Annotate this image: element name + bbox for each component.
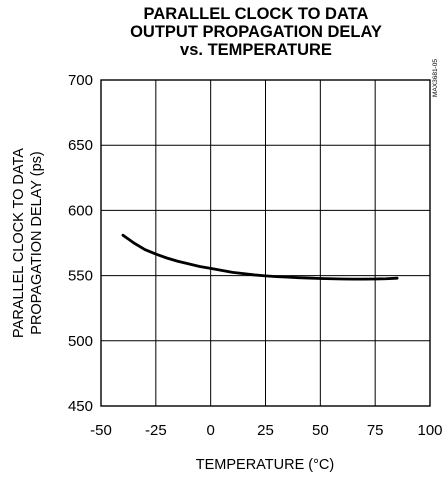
y-tick-label-500: 500 [68, 333, 93, 350]
chart-title-line-3: vs. TEMPERATURE [180, 41, 332, 59]
side-code-label: MAX3681-05 [432, 59, 439, 97]
chart-title-line-1: PARALLEL CLOCK TO DATA [144, 5, 369, 23]
y-tick-label-550: 550 [68, 268, 93, 285]
x-axis-label: TEMPERATURE (°C) [196, 457, 334, 473]
y-axis-label-line-1: PARALLEL CLOCK TO DATA [11, 148, 27, 338]
y-tick-label-700: 700 [68, 72, 93, 89]
y-axis-label: PARALLEL CLOCK TO DATA PROPAGATION DELAY … [11, 148, 45, 338]
y-tick-label-650: 650 [68, 137, 93, 154]
x-tick-label-50: 50 [312, 422, 329, 439]
y-tick-label-450: 450 [68, 398, 93, 415]
x-tick-label--25: -25 [145, 422, 167, 439]
series-line-0 [121, 233, 399, 281]
x-tick-labels: -50 -25 0 25 50 75 100 [90, 422, 442, 439]
x-tick-label-100: 100 [417, 422, 442, 439]
x-tick-label--50: -50 [90, 422, 112, 439]
y-axis-label-line-2: PROPAGATION DELAY (ps) [29, 151, 45, 334]
x-tick-label-75: 75 [367, 422, 384, 439]
y-tick-label-600: 600 [68, 202, 93, 219]
plot-frame [100, 79, 431, 407]
x-tick-label-0: 0 [206, 422, 214, 439]
grid [101, 80, 430, 406]
chart-title-line-2: OUTPUT PROPAGATION DELAY [130, 23, 382, 41]
y-tick-labels: 450 500 550 600 650 700 [68, 72, 93, 415]
series [121, 233, 399, 281]
x-tick-label-25: 25 [257, 422, 274, 439]
